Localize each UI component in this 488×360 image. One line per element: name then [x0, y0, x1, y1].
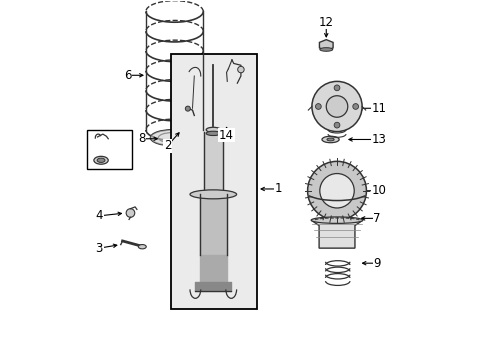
Polygon shape [310, 220, 362, 248]
Circle shape [311, 81, 362, 132]
Text: 5: 5 [101, 157, 108, 170]
Text: 12: 12 [318, 16, 333, 29]
Text: 9: 9 [373, 257, 380, 270]
Ellipse shape [97, 158, 105, 162]
Ellipse shape [310, 217, 362, 224]
Ellipse shape [319, 48, 332, 51]
Circle shape [319, 174, 353, 208]
Circle shape [333, 122, 339, 128]
Circle shape [185, 106, 190, 111]
Polygon shape [319, 40, 332, 51]
Text: 14: 14 [219, 129, 234, 142]
Text: 8: 8 [138, 132, 145, 145]
Ellipse shape [138, 244, 146, 249]
Text: 13: 13 [371, 133, 386, 146]
Ellipse shape [190, 190, 236, 199]
Text: 7: 7 [373, 212, 380, 225]
Circle shape [307, 161, 366, 220]
Text: 6: 6 [124, 69, 131, 82]
Ellipse shape [321, 136, 339, 143]
Circle shape [333, 85, 339, 91]
Circle shape [126, 209, 135, 217]
Bar [86, 130, 131, 169]
Ellipse shape [94, 156, 108, 164]
Circle shape [352, 104, 358, 109]
Text: 11: 11 [371, 102, 386, 115]
Text: 1: 1 [274, 183, 282, 195]
Text: 4: 4 [95, 210, 103, 222]
Text: 3: 3 [95, 242, 103, 255]
Bar [171, 54, 257, 309]
Ellipse shape [326, 138, 333, 141]
Text: 10: 10 [371, 184, 386, 197]
Ellipse shape [206, 127, 220, 132]
Circle shape [315, 104, 321, 109]
Ellipse shape [150, 130, 195, 145]
Text: 2: 2 [163, 139, 171, 152]
Circle shape [325, 96, 347, 117]
Circle shape [237, 66, 244, 73]
Ellipse shape [206, 131, 220, 135]
